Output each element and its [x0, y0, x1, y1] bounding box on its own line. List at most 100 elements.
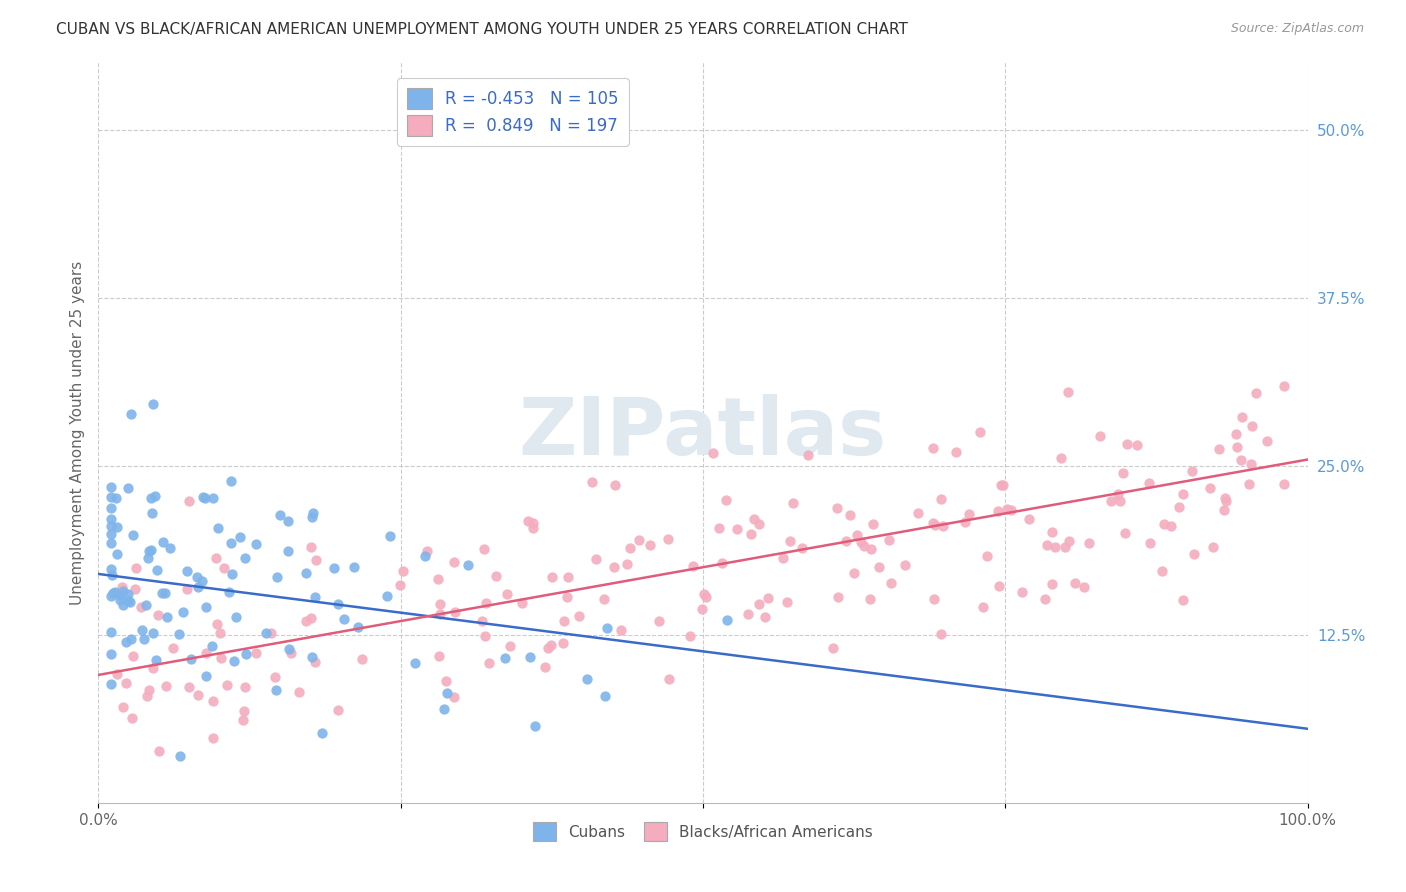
Point: [426, 573, 449, 587]
Point: [138, 551, 160, 566]
Point: [169, 627, 191, 641]
Point: [122, 649, 145, 664]
Point: [287, 685, 309, 699]
Point: [716, 492, 738, 507]
Point: [100, 562, 122, 576]
Point: [444, 605, 467, 619]
Point: [429, 607, 451, 622]
Text: ZIPatlas: ZIPatlas: [519, 393, 887, 472]
Point: [1199, 481, 1222, 495]
Point: [245, 537, 267, 551]
Point: [235, 648, 257, 662]
Point: [1073, 580, 1095, 594]
Point: [404, 656, 426, 670]
Point: [277, 543, 299, 558]
Point: [1036, 538, 1059, 552]
Point: [1050, 451, 1073, 466]
Point: [1244, 386, 1267, 401]
Point: [145, 489, 167, 503]
Point: [219, 536, 242, 550]
Point: [304, 655, 326, 669]
Point: [1202, 540, 1225, 554]
Point: [991, 478, 1014, 492]
Point: [225, 610, 247, 624]
Point: [907, 506, 929, 520]
Point: [471, 615, 494, 629]
Point: [295, 566, 318, 580]
Point: [100, 512, 122, 526]
Point: [838, 508, 860, 523]
Point: [1150, 564, 1173, 578]
Point: [748, 517, 770, 532]
Point: [233, 551, 256, 566]
Point: [135, 598, 157, 612]
Point: [304, 590, 326, 604]
Text: CUBAN VS BLACK/AFRICAN AMERICAN UNEMPLOYMENT AMONG YOUTH UNDER 25 YEARS CORRELAT: CUBAN VS BLACK/AFRICAN AMERICAN UNEMPLOY…: [56, 22, 908, 37]
Point: [209, 650, 232, 665]
Point: [148, 744, 170, 758]
Point: [169, 749, 191, 764]
Point: [638, 538, 661, 552]
Point: [924, 591, 946, 606]
Point: [931, 519, 953, 533]
Point: [1153, 516, 1175, 531]
Point: [301, 650, 323, 665]
Point: [1241, 418, 1264, 433]
Point: [388, 577, 411, 591]
Point: [105, 519, 128, 533]
Point: [219, 474, 242, 488]
Point: [693, 587, 716, 601]
Point: [679, 629, 702, 643]
Point: [1126, 438, 1149, 452]
Point: [416, 544, 439, 558]
Point: [945, 445, 967, 459]
Point: [110, 589, 132, 603]
Point: [129, 600, 152, 615]
Point: [122, 528, 145, 542]
Point: [517, 515, 540, 529]
Point: [443, 690, 465, 704]
Point: [254, 625, 277, 640]
Point: [260, 625, 283, 640]
Point: [710, 556, 733, 570]
Point: [155, 679, 177, 693]
Point: [194, 491, 217, 505]
Point: [474, 597, 496, 611]
Point: [792, 541, 814, 555]
Point: [522, 516, 544, 531]
Point: [740, 526, 762, 541]
Point: [299, 541, 322, 555]
Point: [187, 689, 209, 703]
Point: [117, 587, 139, 601]
Point: [299, 611, 322, 625]
Text: Source: ZipAtlas.com: Source: ZipAtlas.com: [1230, 22, 1364, 36]
Point: [1018, 512, 1040, 526]
Point: [1168, 500, 1191, 515]
Point: [1181, 464, 1204, 478]
Point: [1272, 379, 1295, 393]
Point: [616, 557, 638, 571]
Point: [100, 491, 122, 505]
Point: [103, 585, 125, 599]
Point: [754, 609, 776, 624]
Point: [266, 569, 288, 583]
Point: [1011, 585, 1033, 599]
Point: [868, 559, 890, 574]
Point: [301, 510, 323, 524]
Point: [152, 585, 174, 599]
Point: [987, 503, 1010, 517]
Point: [1272, 477, 1295, 491]
Point: [474, 629, 496, 643]
Point: [695, 590, 717, 604]
Point: [100, 480, 122, 494]
Point: [202, 694, 225, 708]
Point: [138, 682, 160, 697]
Point: [120, 632, 142, 646]
Point: [862, 517, 884, 532]
Point: [100, 526, 122, 541]
Point: [100, 590, 122, 604]
Point: [1077, 535, 1099, 549]
Point: [1115, 437, 1137, 451]
Point: [187, 580, 209, 594]
Point: [105, 491, 128, 505]
